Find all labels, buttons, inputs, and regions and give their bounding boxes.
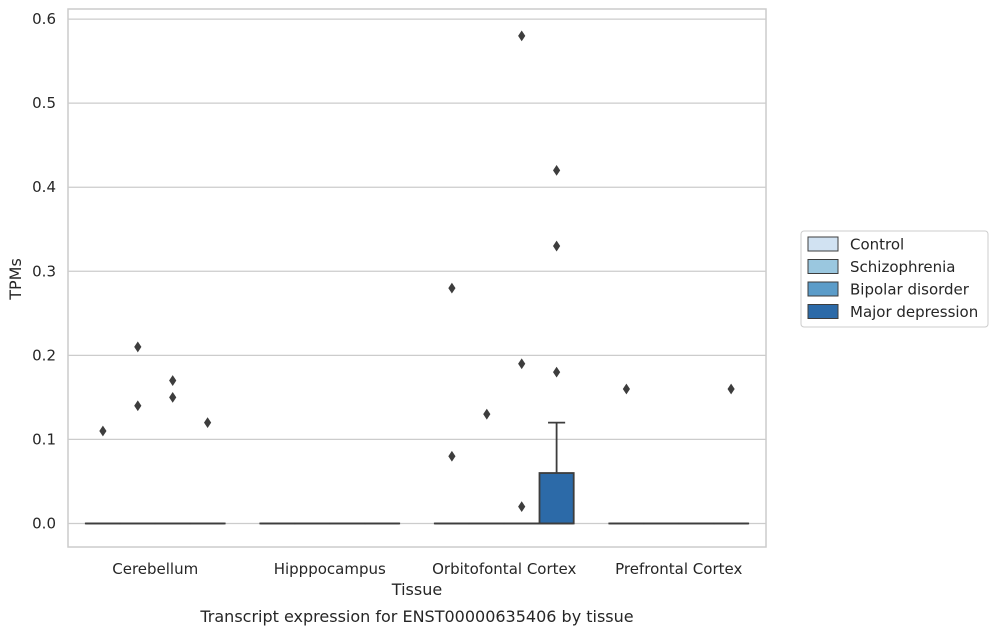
outlier-point bbox=[134, 400, 142, 412]
x-tick-label: Orbitofontal Cortex bbox=[432, 560, 576, 578]
y-tick-label: 0.0 bbox=[32, 514, 56, 532]
y-tick-label: 0.4 bbox=[32, 178, 56, 196]
outlier-point bbox=[169, 375, 177, 386]
outlier-point bbox=[204, 417, 212, 428]
legend-swatch bbox=[807, 304, 839, 319]
outlier-point bbox=[553, 165, 561, 176]
outlier-point bbox=[483, 408, 491, 420]
y-tick-label: 0.6 bbox=[32, 10, 56, 28]
outlier-point bbox=[448, 450, 456, 462]
plot-frame bbox=[67, 8, 767, 548]
legend: Control Schizophrenia Bipolar disorder Majo… bbox=[800, 230, 989, 328]
x-axis-label: Tissue bbox=[391, 580, 442, 599]
boxes bbox=[84, 421, 750, 525]
legend-frame bbox=[800, 230, 989, 328]
x-tick-labels: Cerebellum Hipppocampus Orbitofontal Corte… bbox=[112, 560, 742, 578]
y-tick-label: 0.2 bbox=[32, 346, 56, 364]
outlier-point bbox=[727, 383, 735, 395]
y-tick-label: 0.1 bbox=[32, 430, 56, 448]
legend-label: Control bbox=[850, 236, 904, 254]
outlier-point bbox=[518, 501, 526, 513]
y-tick-label: 0.5 bbox=[32, 94, 56, 112]
legend-swatch bbox=[807, 259, 839, 274]
box-major-depression bbox=[538, 421, 575, 525]
x-tick-label: Hipppocampus bbox=[274, 560, 386, 578]
outlier-point bbox=[134, 341, 142, 353]
x-tick-label: Prefrontal Cortex bbox=[615, 560, 742, 578]
grid-lines bbox=[68, 18, 766, 525]
y-tick-labels: 0.0 0.1 0.2 0.3 0.4 0.5 0.6 bbox=[32, 10, 56, 532]
outlier-point bbox=[448, 282, 456, 294]
legend-label: Schizophrenia bbox=[850, 258, 955, 276]
box-body bbox=[538, 472, 575, 525]
legend-label: Major depression bbox=[850, 303, 978, 321]
outlier-point bbox=[553, 240, 561, 252]
outlier-point bbox=[169, 391, 177, 403]
outlier-point bbox=[622, 383, 630, 395]
y-tick-label: 0.3 bbox=[32, 262, 56, 280]
legend-label: Bipolar disorder bbox=[850, 281, 970, 299]
outlier-point bbox=[553, 366, 561, 378]
legend-swatch bbox=[807, 281, 839, 297]
x-tick-label: Cerebellum bbox=[112, 560, 198, 578]
chart-caption: Transcript expression for ENST0000063540… bbox=[199, 607, 633, 626]
outlier-point bbox=[518, 30, 526, 42]
y-axis-label: TPMs bbox=[6, 258, 25, 301]
legend-swatch bbox=[807, 236, 839, 252]
outlier-point bbox=[518, 358, 526, 370]
outliers bbox=[99, 30, 735, 513]
outlier-point bbox=[99, 425, 107, 437]
